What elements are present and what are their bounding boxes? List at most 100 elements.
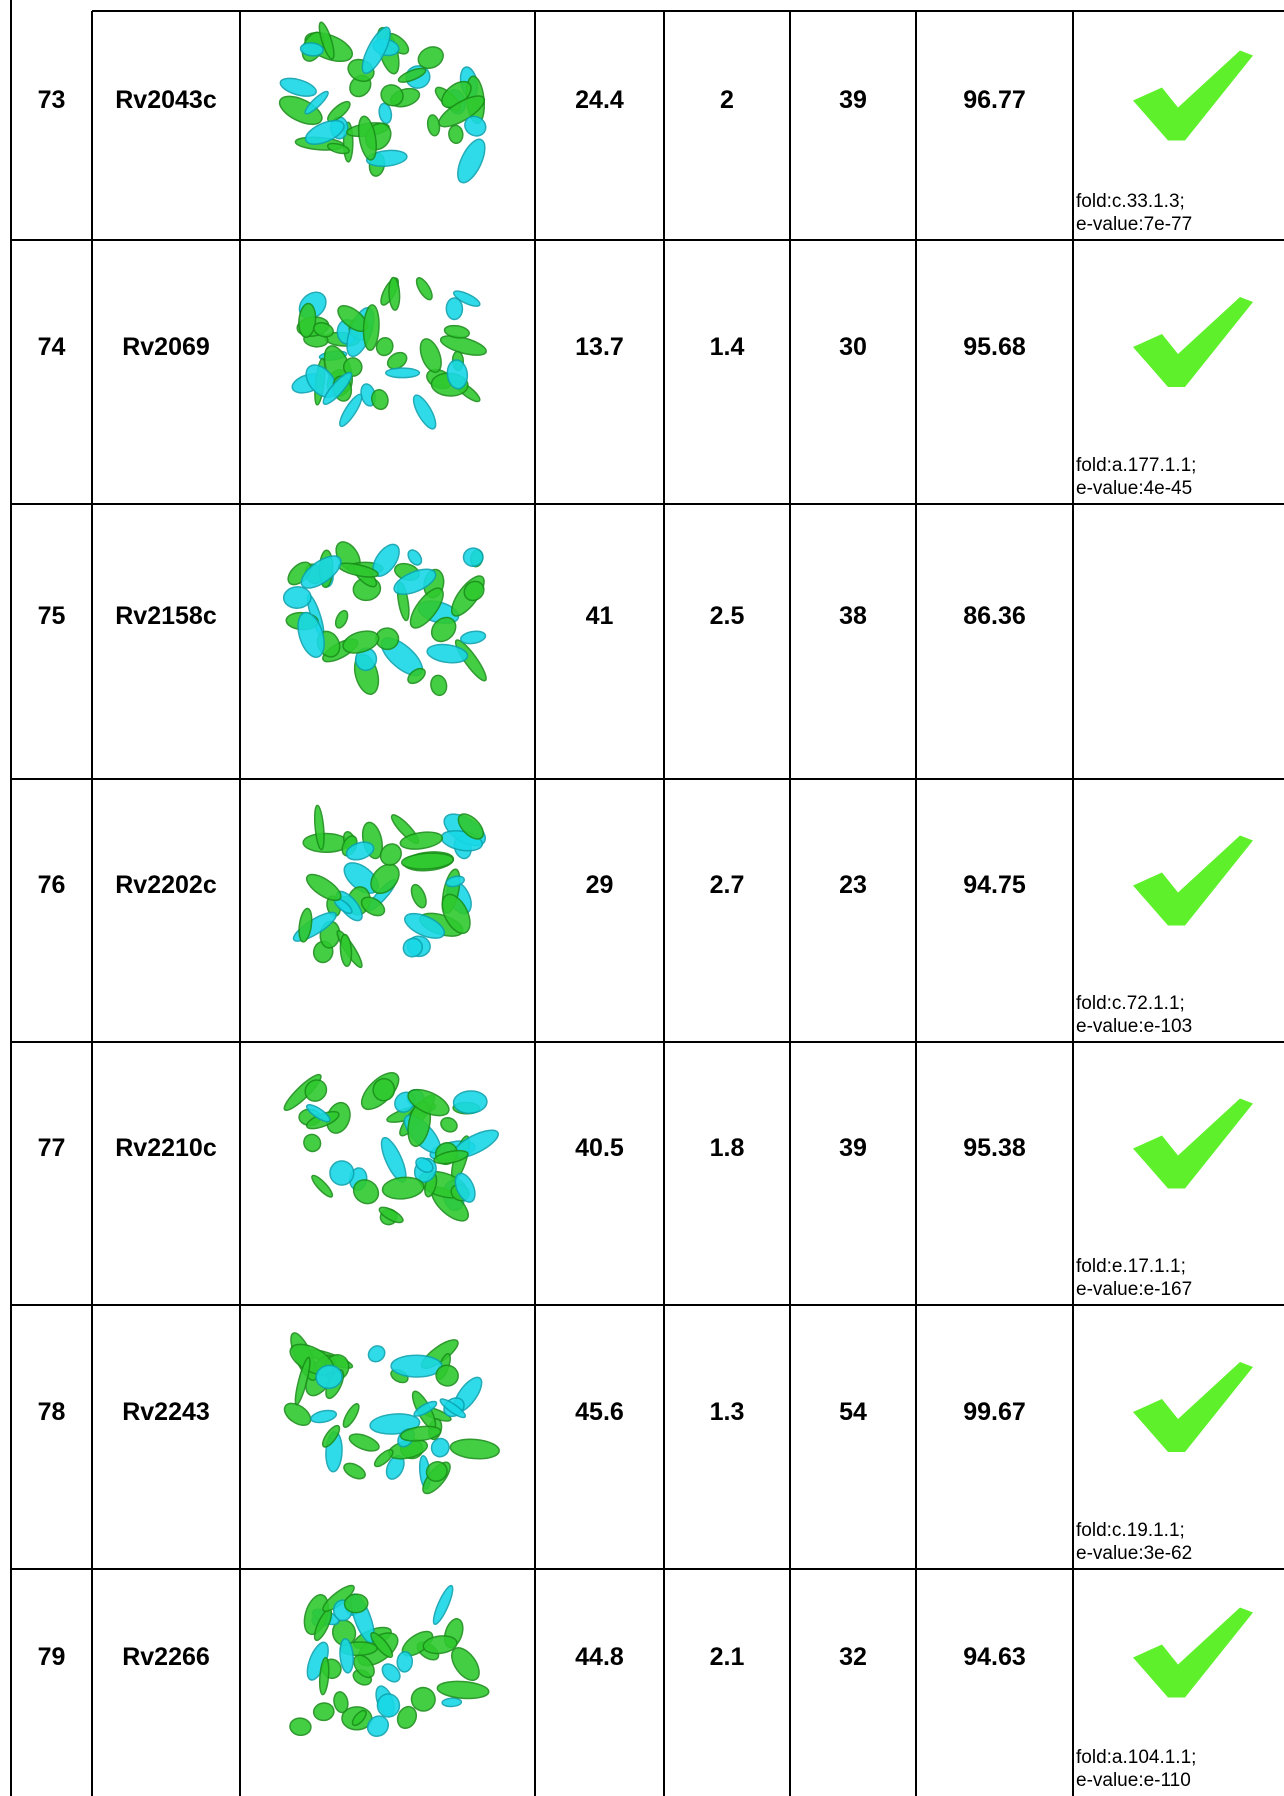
metric-value: 24.4	[575, 86, 624, 114]
helix	[401, 852, 455, 870]
helix	[413, 1400, 438, 1417]
row-number: 79	[37, 1643, 66, 1671]
metric-value: 45.6	[575, 1397, 624, 1426]
helix	[397, 67, 427, 83]
fold-text: e-value:7e-77	[1076, 214, 1193, 235]
helix	[311, 1174, 334, 1198]
fold-text: fold:c.19.1.1;	[1076, 1520, 1185, 1541]
metric-value: 86.36	[963, 602, 1026, 630]
helix	[294, 1356, 311, 1406]
helix	[407, 1088, 450, 1117]
helix	[452, 1090, 488, 1115]
helix	[297, 611, 325, 658]
helix	[457, 813, 485, 840]
helix	[375, 336, 394, 357]
gene-name: Rv2243	[122, 1397, 210, 1426]
helix	[339, 933, 353, 968]
helix	[430, 1437, 450, 1458]
metric-value: 41	[585, 602, 614, 630]
helix	[305, 1104, 331, 1123]
metric-value: 95.68	[963, 332, 1026, 361]
helix	[404, 912, 446, 939]
helix	[435, 1364, 459, 1387]
helix	[362, 304, 380, 352]
helix	[367, 1345, 386, 1363]
helix	[439, 335, 487, 356]
helix	[462, 547, 484, 568]
metric-value: 1.8	[709, 1134, 745, 1162]
helix	[303, 1133, 322, 1153]
helix	[445, 875, 465, 888]
helix	[381, 1176, 425, 1200]
helix	[412, 394, 437, 430]
fold-text: fold:a.104.1.1;	[1076, 1747, 1197, 1768]
metric-value: 2.5	[709, 602, 745, 630]
helix	[365, 149, 408, 167]
helix	[322, 371, 353, 406]
gene-name: Rv2158c	[115, 602, 217, 630]
helix	[407, 549, 423, 566]
helix	[334, 609, 349, 629]
metric-value: 40.5	[575, 1134, 624, 1162]
helix	[415, 277, 433, 301]
helix	[441, 893, 471, 935]
helix	[379, 843, 402, 866]
helix	[399, 831, 444, 850]
fold-text: fold:c.33.1.3;	[1076, 191, 1185, 212]
fold-text: e-value:4e-45	[1076, 478, 1193, 499]
helix	[463, 580, 485, 602]
fold-text: e-value:e-110	[1076, 1770, 1191, 1791]
helix	[409, 587, 444, 629]
helix	[432, 1584, 454, 1626]
helix	[289, 1717, 312, 1737]
fold-text: e-value:3e-62	[1076, 1543, 1193, 1564]
metric-value: 94.63	[963, 1643, 1026, 1671]
fold-text: fold:a.177.1.1;	[1076, 455, 1197, 476]
helix	[422, 1635, 458, 1655]
structure-image	[278, 21, 487, 184]
row-number: 73	[37, 86, 66, 114]
helix	[425, 1461, 448, 1482]
check-mark	[1133, 1098, 1253, 1189]
helix	[348, 1433, 380, 1452]
helix	[446, 359, 469, 390]
row-number: 75	[37, 602, 66, 630]
helix	[310, 1409, 338, 1424]
helix	[318, 21, 335, 60]
helix	[436, 1680, 490, 1700]
metric-value: 2.1	[709, 1643, 745, 1671]
helix	[410, 1686, 436, 1712]
helix	[430, 674, 448, 697]
helix	[457, 138, 486, 184]
helix	[352, 1179, 380, 1205]
metric-value: 2.7	[709, 871, 745, 899]
helix	[378, 102, 393, 125]
helix	[373, 1449, 394, 1468]
helix	[372, 1077, 396, 1102]
helix	[279, 77, 317, 97]
gene-name: Rv2266	[122, 1643, 210, 1671]
helix	[396, 1650, 414, 1673]
helix	[380, 84, 404, 107]
helix	[353, 1654, 375, 1679]
gene-name: Rv2210c	[115, 1134, 217, 1162]
helix	[304, 1079, 328, 1102]
helix	[441, 1697, 463, 1708]
helix	[342, 1403, 360, 1428]
structure-image	[282, 541, 487, 697]
helix	[464, 115, 487, 137]
structure-image	[283, 1072, 499, 1226]
helix	[305, 873, 342, 902]
metric-value: 96.77	[963, 86, 1026, 114]
helix	[351, 1709, 367, 1727]
helix	[390, 1354, 443, 1378]
metric-value: 95.38	[963, 1134, 1026, 1162]
helix	[388, 276, 401, 311]
helix	[342, 630, 380, 654]
helix	[345, 841, 375, 861]
helix	[440, 1116, 458, 1133]
fold-text: e-value:e-103	[1076, 1016, 1193, 1037]
helix	[381, 1663, 401, 1683]
structure-image	[292, 804, 486, 969]
